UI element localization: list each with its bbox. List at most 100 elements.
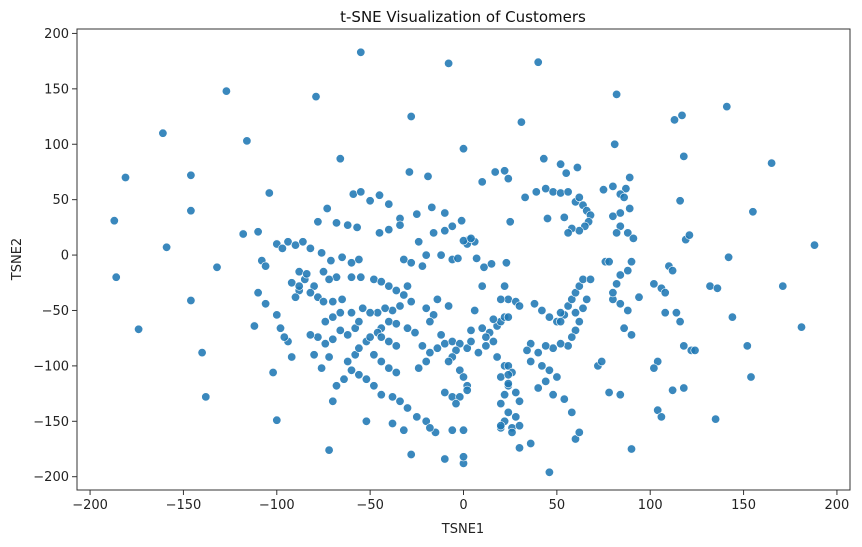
data-point [503, 370, 513, 380]
data-point [500, 166, 510, 176]
data-point [421, 356, 431, 366]
data-point [507, 427, 517, 437]
data-point [376, 390, 386, 400]
data-point [563, 228, 573, 238]
data-point [354, 343, 364, 353]
data-point [567, 407, 577, 417]
data-point [417, 261, 427, 271]
data-point [679, 341, 689, 351]
data-point [272, 415, 282, 425]
data-point [574, 192, 584, 202]
data-point [623, 305, 633, 315]
y-tick-label: 0 [61, 249, 69, 264]
plot-frame [76, 28, 851, 491]
data-point [421, 303, 431, 313]
data-point [249, 321, 259, 331]
data-point [331, 272, 341, 282]
data-point [503, 407, 513, 417]
data-point [376, 277, 386, 287]
data-point [541, 341, 551, 351]
data-point [391, 319, 401, 329]
data-point [544, 467, 554, 477]
data-point [238, 229, 248, 239]
data-point [486, 259, 496, 269]
data-point [466, 233, 476, 243]
data-point [387, 392, 397, 402]
data-point [496, 421, 506, 431]
data-point [458, 144, 468, 154]
data-point [324, 352, 334, 362]
x-axis-title: TSNE1 [441, 522, 484, 537]
data-point [679, 151, 689, 161]
data-point [444, 58, 454, 68]
data-point [429, 228, 439, 238]
data-point [134, 324, 144, 334]
y-tick-label: 150 [44, 82, 69, 97]
data-point [337, 252, 347, 262]
data-point [610, 139, 620, 149]
data-point [447, 221, 457, 231]
data-point [391, 285, 401, 295]
data-point [556, 159, 566, 169]
data-point [626, 444, 636, 454]
data-point [313, 332, 323, 342]
data-point [343, 356, 353, 366]
data-point [457, 216, 467, 226]
data-point [451, 399, 461, 409]
data-point [503, 294, 513, 304]
data-point [625, 173, 635, 183]
data-point [318, 297, 328, 307]
data-point [649, 363, 659, 373]
data-point [335, 154, 345, 164]
data-point [261, 261, 271, 271]
data-point [406, 258, 416, 268]
data-point [488, 336, 498, 346]
data-point [328, 312, 338, 322]
data-point [432, 343, 442, 353]
data-point [395, 396, 405, 406]
data-point [608, 211, 618, 221]
data-point [511, 387, 521, 397]
data-point [374, 190, 384, 200]
data-point [544, 312, 554, 322]
data-point [412, 209, 422, 219]
x-tick-label: 150 [731, 498, 756, 513]
data-point [354, 317, 364, 327]
data-point [574, 226, 584, 236]
data-point [612, 279, 622, 289]
data-point [679, 383, 689, 393]
data-point [436, 250, 446, 260]
data-point [311, 92, 321, 102]
data-point [473, 348, 483, 358]
data-point [561, 168, 571, 178]
data-point [563, 187, 573, 197]
data-point [481, 341, 491, 351]
data-point [548, 390, 558, 400]
data-point [626, 330, 636, 340]
data-point [328, 334, 338, 344]
data-point [500, 390, 510, 400]
data-point [425, 423, 435, 433]
data-point [477, 281, 487, 291]
data-point [339, 374, 349, 384]
data-point [369, 350, 379, 360]
data-point [346, 258, 356, 268]
data-point [186, 206, 196, 216]
data-point [221, 86, 231, 96]
data-point [399, 255, 409, 265]
chart-title: t-SNE Visualization of Customers [340, 8, 586, 26]
data-point [462, 343, 472, 353]
data-point [542, 214, 552, 224]
data-point [767, 158, 777, 168]
data-point [514, 443, 524, 453]
data-point [406, 449, 416, 459]
data-point [384, 317, 394, 327]
data-point [427, 202, 437, 212]
data-point [619, 323, 629, 333]
data-point [369, 274, 379, 284]
data-point [626, 257, 636, 267]
data-point [526, 356, 536, 366]
data-point [615, 299, 625, 309]
x-tick-label: 0 [459, 498, 467, 513]
y-tick-label: 100 [44, 138, 69, 153]
